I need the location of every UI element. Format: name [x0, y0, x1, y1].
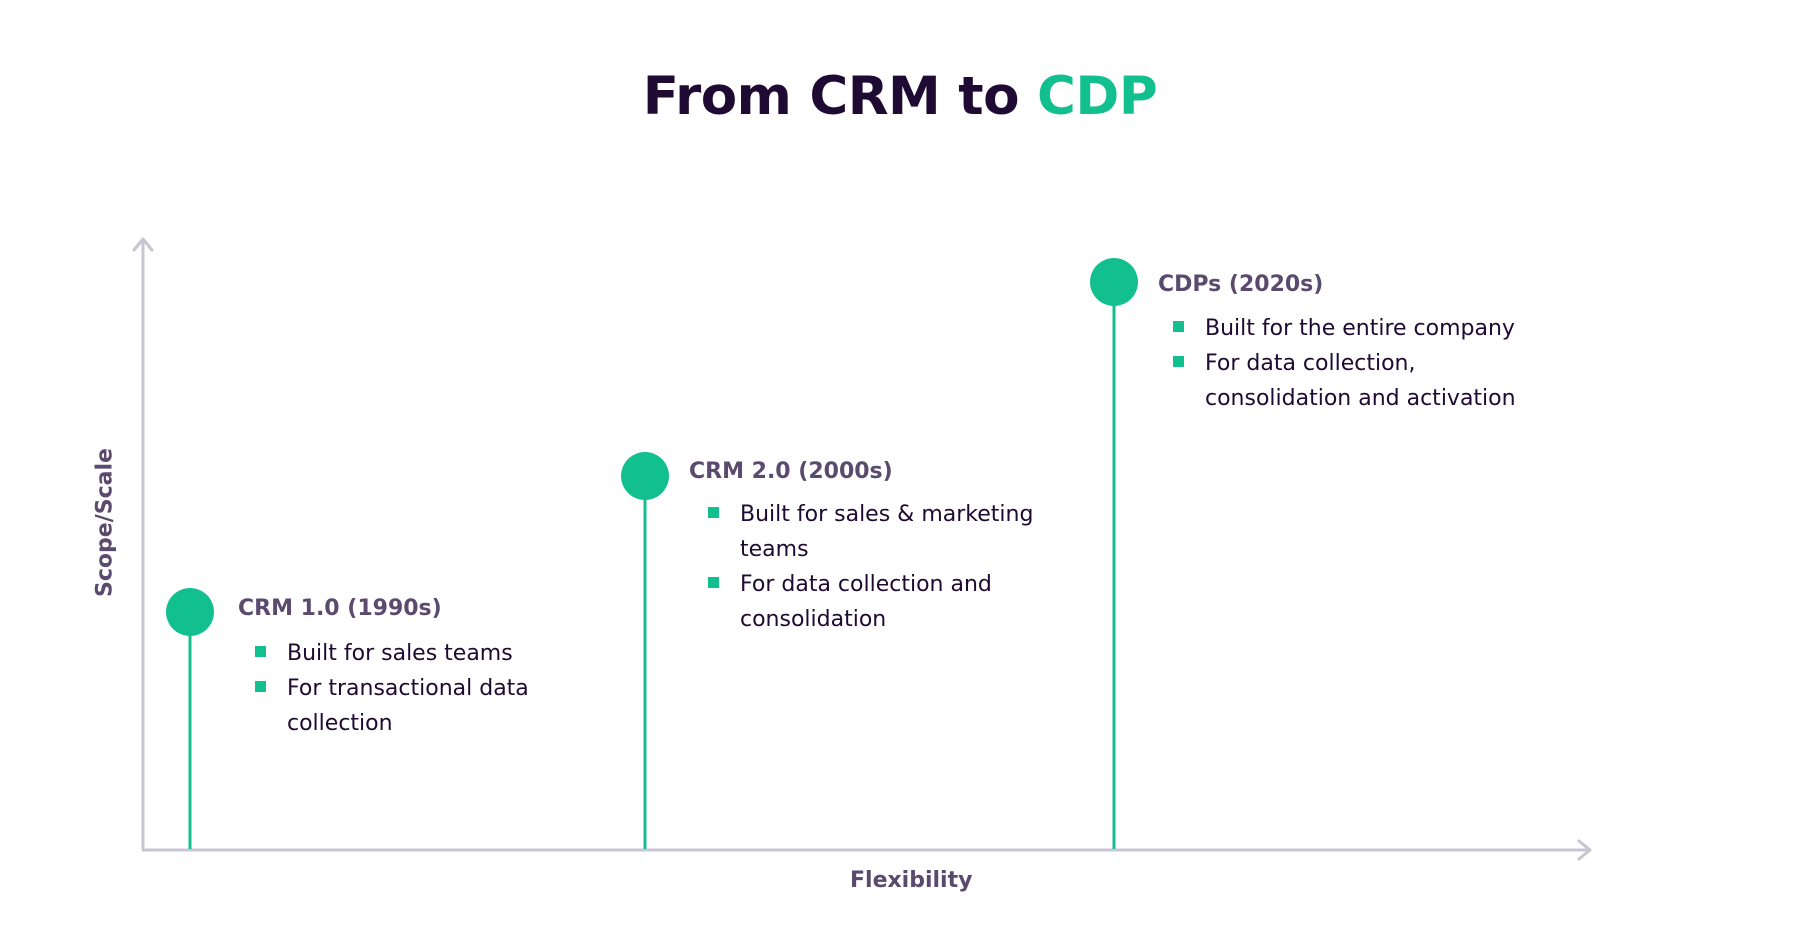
bullet-text: Built for sales teams — [287, 641, 513, 666]
page-title: From CRM to CDP — [0, 66, 1800, 127]
title-accent: CDP — [1036, 66, 1158, 127]
y-axis-arrowhead — [132, 237, 154, 252]
bullet-square-icon — [255, 681, 266, 692]
x-axis-label: Flexibility — [850, 868, 973, 893]
bullet-text: Built for the entire company — [1205, 316, 1515, 341]
bullet-square-icon — [1173, 321, 1184, 332]
y-axis-label: Scope/Scale — [92, 448, 118, 597]
bullet-square-icon — [708, 507, 719, 518]
list-item: For data collection, consolidation and a… — [1173, 346, 1543, 416]
stage-1-marker — [166, 588, 214, 636]
stage-2-heading: CRM 2.0 (2000s) — [689, 459, 893, 484]
title-main: From CRM to — [642, 66, 1020, 127]
bullet-square-icon — [1173, 356, 1184, 367]
list-item: For data collection and consolidation — [708, 567, 1038, 637]
stage-1-bullets: Built for sales teams For transactional … — [255, 636, 575, 741]
bullet-text: For transactional data collection — [287, 676, 529, 736]
stage-2-marker — [621, 452, 669, 500]
list-item: Built for sales & marketing teams — [708, 497, 1038, 567]
stage-3-heading: CDPs (2020s) — [1158, 272, 1324, 297]
stage-3-bullets: Built for the entire company For data co… — [1173, 311, 1543, 416]
bullet-text: For data collection and consolidation — [740, 572, 992, 632]
x-axis-arrowhead — [1577, 839, 1592, 861]
bullet-text: For data collection, consolidation and a… — [1205, 351, 1516, 411]
list-item: Built for the entire company — [1173, 311, 1543, 346]
bullet-square-icon — [708, 577, 719, 588]
stage-2-bullets: Built for sales & marketing teams For da… — [708, 497, 1038, 637]
list-item: For transactional data collection — [255, 671, 575, 741]
list-item: Built for sales teams — [255, 636, 575, 671]
bullet-text: Built for sales & marketing teams — [740, 502, 1034, 562]
bullet-square-icon — [255, 646, 266, 657]
stage-1-heading: CRM 1.0 (1990s) — [238, 596, 442, 621]
stage-3-marker — [1090, 258, 1138, 306]
